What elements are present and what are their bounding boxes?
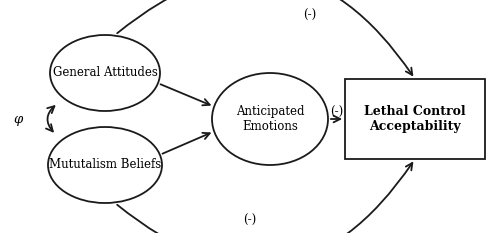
- Text: φ: φ: [14, 113, 22, 126]
- Ellipse shape: [48, 127, 162, 203]
- Text: Anticipated
Emotions: Anticipated Emotions: [236, 105, 304, 133]
- Text: (-): (-): [244, 213, 256, 226]
- FancyArrowPatch shape: [117, 163, 412, 233]
- Text: (-): (-): [330, 106, 344, 119]
- Text: (-): (-): [304, 8, 316, 21]
- Text: Mututalism Beliefs: Mututalism Beliefs: [49, 158, 161, 171]
- FancyArrowPatch shape: [117, 0, 412, 75]
- Ellipse shape: [50, 35, 160, 111]
- Bar: [345, 79, 485, 159]
- FancyArrowPatch shape: [46, 106, 54, 131]
- Text: General Attitudes: General Attitudes: [52, 66, 158, 79]
- Text: Lethal Control
Acceptability: Lethal Control Acceptability: [364, 105, 466, 133]
- Ellipse shape: [212, 73, 328, 165]
